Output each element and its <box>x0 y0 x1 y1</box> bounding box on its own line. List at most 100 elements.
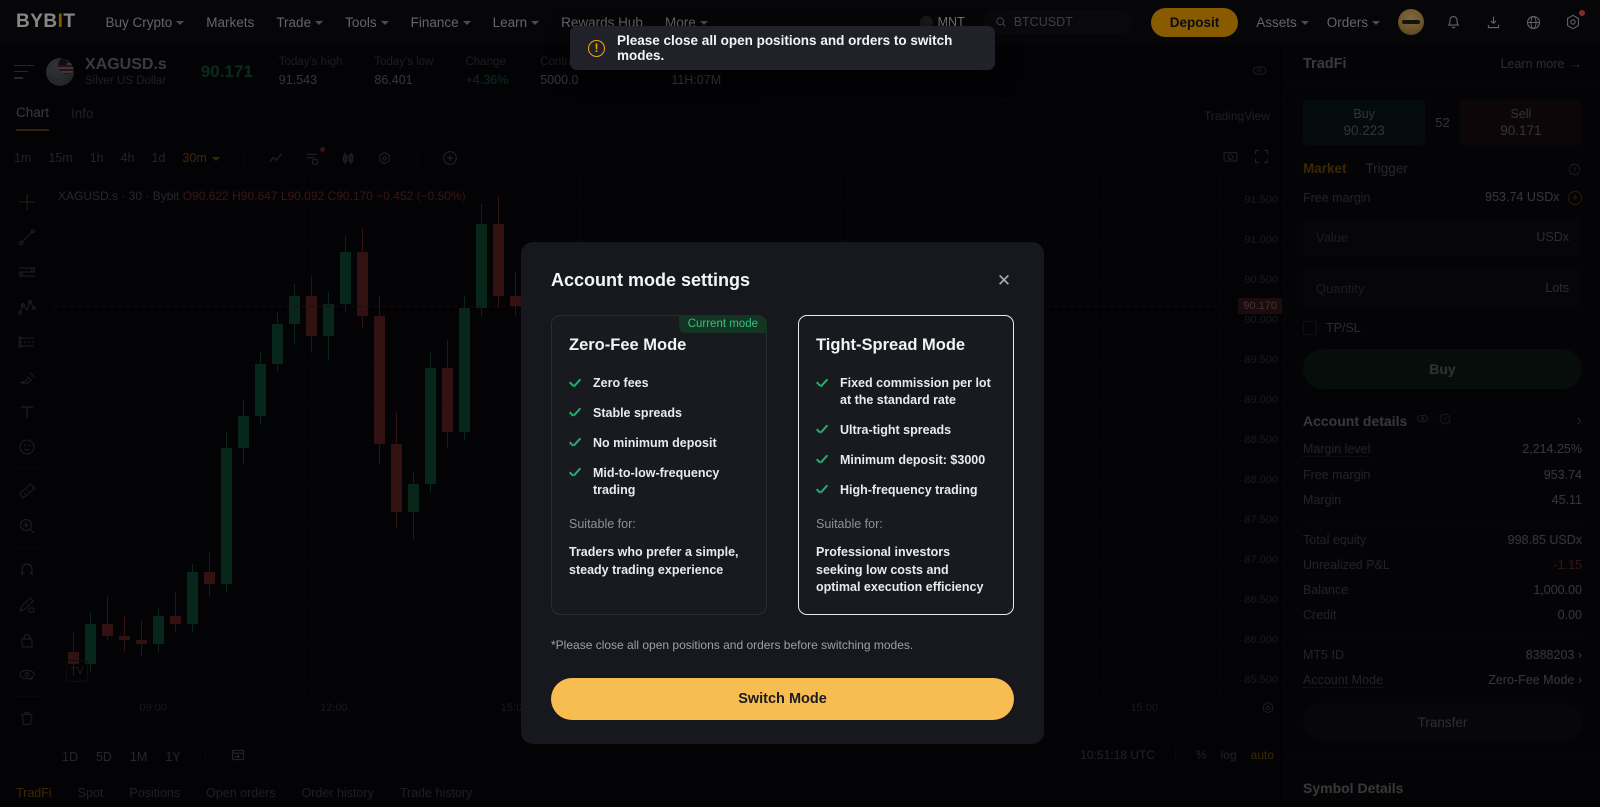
mnt-ticker[interactable]: MNT <box>919 15 965 29</box>
scale-percent[interactable]: % <box>1195 748 1207 762</box>
symbol-list-toggle[interactable] <box>14 64 34 79</box>
range-5D[interactable]: 5D <box>95 750 112 764</box>
nav-item-more[interactable]: More <box>665 15 708 30</box>
globe-icon[interactable] <box>1522 11 1544 33</box>
account-detail-value[interactable]: Zero-Fee Mode › <box>1488 673 1582 687</box>
range-1M[interactable]: 1M <box>129 750 148 764</box>
bottom-tab-tradfi[interactable]: TradFi <box>16 785 52 800</box>
chevron-right-icon[interactable]: › <box>1576 412 1582 429</box>
timeframe-15m[interactable]: 15m <box>48 151 73 165</box>
magnet-icon[interactable] <box>7 552 47 587</box>
timeframe-1m[interactable]: 1m <box>14 151 32 165</box>
nav-item-learn[interactable]: Learn <box>493 15 540 30</box>
price-axis[interactable]: 91.500 91.000 90.500 90.000 89.500 89.000 88.5… <box>1220 176 1284 696</box>
nav-item-tools[interactable]: Tools <box>345 15 389 30</box>
scale-log[interactable]: log <box>1220 748 1237 762</box>
tab-market[interactable]: Market <box>1303 161 1347 176</box>
price-tick: 86.500 <box>1244 594 1278 606</box>
switch-mode-button[interactable]: Switch Mode <box>551 678 1014 721</box>
bottom-tab-order-history[interactable]: Order history <box>301 785 374 800</box>
settings-hex-icon[interactable] <box>375 149 394 168</box>
trash-icon[interactable] <box>7 701 47 736</box>
account-detail-value: 45.11 <box>1551 493 1582 507</box>
zoom-in-icon[interactable] <box>7 508 47 543</box>
mode-card-zero-fee-mode[interactable]: Current mode Zero-Fee Mode Zero fees Stable… <box>551 315 767 616</box>
chart-tab-bar: Chart Info TradingView <box>0 100 1284 136</box>
account-details-header[interactable]: Account details ? › <box>1303 411 1582 431</box>
bottom-tab-positions[interactable]: Positions <box>129 785 181 800</box>
camera-icon[interactable] <box>1222 148 1239 170</box>
timeframe-1d[interactable]: 1d <box>151 151 166 165</box>
timeframe-4h[interactable]: 4h <box>120 151 135 165</box>
avatar[interactable] <box>1398 9 1424 35</box>
deposit-button[interactable]: Deposit <box>1150 7 1239 37</box>
eye-icon[interactable] <box>1415 411 1430 431</box>
timeframe-active[interactable]: 30m <box>182 151 220 165</box>
nav-item-rewards-hub[interactable]: Rewards Hub <box>561 15 643 30</box>
crosshair-icon[interactable] <box>7 184 47 219</box>
range-1D[interactable]: 1D <box>62 750 78 764</box>
settings-hex-icon[interactable] <box>1260 700 1276 721</box>
candlestick-icon[interactable] <box>267 149 286 168</box>
learn-more-link[interactable]: Learn more → <box>1501 57 1582 71</box>
symbol-details-title[interactable]: Symbol Details <box>1303 780 1404 796</box>
quote-sell-button[interactable]: Sell 90.171 <box>1459 100 1582 145</box>
account-detail-value[interactable]: 8388203 › <box>1525 648 1582 662</box>
eye-icon[interactable] <box>1251 62 1268 84</box>
value-input[interactable]: Value USDx <box>1303 218 1582 256</box>
tradingview-label[interactable]: TradingView <box>1203 109 1270 123</box>
brush-icon[interactable] <box>7 359 47 394</box>
candle-body <box>425 368 436 484</box>
nav-assets[interactable]: Assets <box>1256 15 1309 30</box>
quote-buy-button[interactable]: Buy 90.223 <box>1303 100 1426 145</box>
timeframe-1h[interactable]: 1h <box>89 151 104 165</box>
top-navigation-bar: BYBIT Buy Crypto Markets Trade Tools Finance… <box>0 0 1600 44</box>
download-icon[interactable] <box>1482 11 1504 33</box>
tpsl-checkbox[interactable] <box>1303 321 1317 335</box>
settings-icon[interactable] <box>1562 10 1585 33</box>
pattern-icon[interactable] <box>7 324 47 359</box>
tab-trigger[interactable]: Trigger <box>1365 161 1408 176</box>
mode-card-tight-spread-mode[interactable]: Tight-Spread Mode Fixed commission per lo… <box>798 315 1014 616</box>
scale-auto[interactable]: auto <box>1250 748 1274 762</box>
bottom-tab-open-orders[interactable]: Open orders <box>206 785 276 800</box>
range-1Y[interactable]: 1Y <box>165 750 181 764</box>
ruler-icon[interactable] <box>7 473 47 508</box>
search-input[interactable]: BTCUSDT <box>982 10 1133 34</box>
trend-line-icon[interactable] <box>7 219 47 254</box>
tradingview-logo-icon[interactable]: TV <box>66 660 88 682</box>
help-circle-icon[interactable]: ? <box>1438 412 1452 431</box>
nav-item-trade[interactable]: Trade <box>276 15 324 30</box>
nav-item-buy-crypto[interactable]: Buy Crypto <box>106 15 185 30</box>
text-icon[interactable] <box>7 394 47 429</box>
close-icon[interactable]: ✕ <box>996 270 1012 290</box>
tab-chart[interactable]: Chart <box>16 105 50 131</box>
elliott-wave-icon[interactable] <box>7 289 47 324</box>
eye-icon[interactable] <box>7 657 47 692</box>
nav-item-markets[interactable]: Markets <box>206 15 254 30</box>
symbol-identity[interactable]: XAGUSD.s Silver US Dollar <box>85 56 167 86</box>
transfer-button[interactable]: Transfer <box>1303 703 1582 741</box>
go-to-date-icon[interactable] <box>230 746 247 768</box>
submit-buy-button[interactable]: Buy <box>1303 349 1582 389</box>
emoji-icon[interactable] <box>7 429 47 464</box>
plus-circle-icon[interactable]: + <box>1568 191 1582 205</box>
bottom-tab-trade-history[interactable]: Trade history <box>399 785 473 800</box>
tpsl-toggle[interactable]: TP/SL <box>1303 321 1582 335</box>
indicator-icon[interactable] <box>303 146 325 168</box>
fullscreen-icon[interactable] <box>1253 148 1270 170</box>
compare-icon[interactable] <box>339 149 358 168</box>
add-icon[interactable] <box>441 149 460 168</box>
bell-icon[interactable] <box>1442 11 1464 33</box>
bybit-logo[interactable]: BYBIT <box>16 11 76 33</box>
help-circle-icon[interactable]: ? <box>1567 162 1582 182</box>
lock-icon[interactable] <box>7 622 47 657</box>
quantity-input[interactable]: Quantity Lots <box>1303 269 1582 307</box>
bottom-tab-spot[interactable]: Spot <box>77 785 104 800</box>
nav-orders[interactable]: Orders <box>1327 15 1380 30</box>
pencil-lock-icon[interactable] <box>7 587 47 622</box>
tab-info[interactable]: Info <box>71 106 94 121</box>
nav-item-finance[interactable]: Finance <box>411 15 471 30</box>
horizontal-lines-icon[interactable] <box>7 254 47 289</box>
toast-notification[interactable]: ! Please close all open positions and or… <box>570 26 995 70</box>
